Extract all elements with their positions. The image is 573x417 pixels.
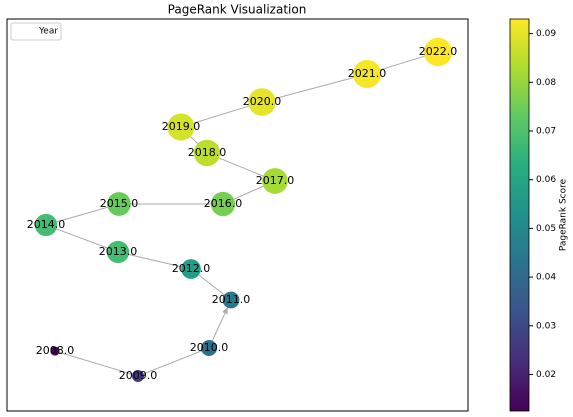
node-label: 2008.0: [36, 344, 75, 357]
legend-label: Year: [38, 27, 58, 37]
colorbar-tick-label: 0.06: [536, 175, 556, 185]
node: [50, 346, 60, 356]
colorbar-tick-label: 0.08: [536, 78, 556, 88]
node: [222, 291, 240, 309]
node-label: 2011.0: [212, 293, 251, 306]
node: [167, 113, 195, 141]
colorbar-tick-label: 0.04: [536, 273, 556, 283]
node: [107, 192, 131, 216]
edge: [54, 350, 133, 375]
node-label: 2014.0: [27, 218, 66, 231]
legend-marker: [20, 26, 30, 36]
node: [132, 370, 144, 382]
node-label: 2019.0: [162, 120, 201, 133]
chart-title: PageRank Visualization: [168, 3, 307, 17]
node: [262, 168, 288, 194]
node-label: 2021.0: [348, 67, 387, 80]
node-label: 2020.0: [243, 95, 282, 108]
colorbar-tick-label: 0.05: [536, 224, 556, 234]
node-label: 2015.0: [100, 197, 139, 210]
plot-frame: [6, 18, 469, 412]
node-label: 2022.0: [419, 45, 458, 58]
node: [210, 191, 236, 217]
node: [352, 59, 382, 89]
colorbar-tick-label: 0.07: [536, 127, 556, 137]
edge: [137, 350, 202, 377]
node: [200, 339, 218, 357]
colorbar-tick-label: 0.09: [536, 29, 556, 39]
node-label: 2018.0: [188, 146, 227, 159]
node: [248, 88, 276, 116]
node-label: 2012.0: [172, 262, 211, 275]
node: [181, 259, 201, 279]
colorbar-tick-label: 0.03: [536, 321, 556, 331]
node-label: 2017.0: [256, 174, 295, 187]
node: [34, 213, 58, 237]
node-label: 2013.0: [99, 245, 138, 258]
node-label: 2010.0: [190, 341, 229, 354]
edge: [261, 77, 354, 103]
node: [106, 240, 130, 264]
node: [193, 139, 221, 167]
node-label: 2009.0: [119, 369, 158, 382]
node: [423, 37, 453, 67]
node-label: 2016.0: [204, 197, 243, 210]
colorbar-tick-label: 0.02: [536, 370, 556, 380]
colorbar: [509, 18, 530, 412]
colorbar-label: PageRank Score: [559, 178, 569, 251]
edge: [128, 254, 192, 270]
